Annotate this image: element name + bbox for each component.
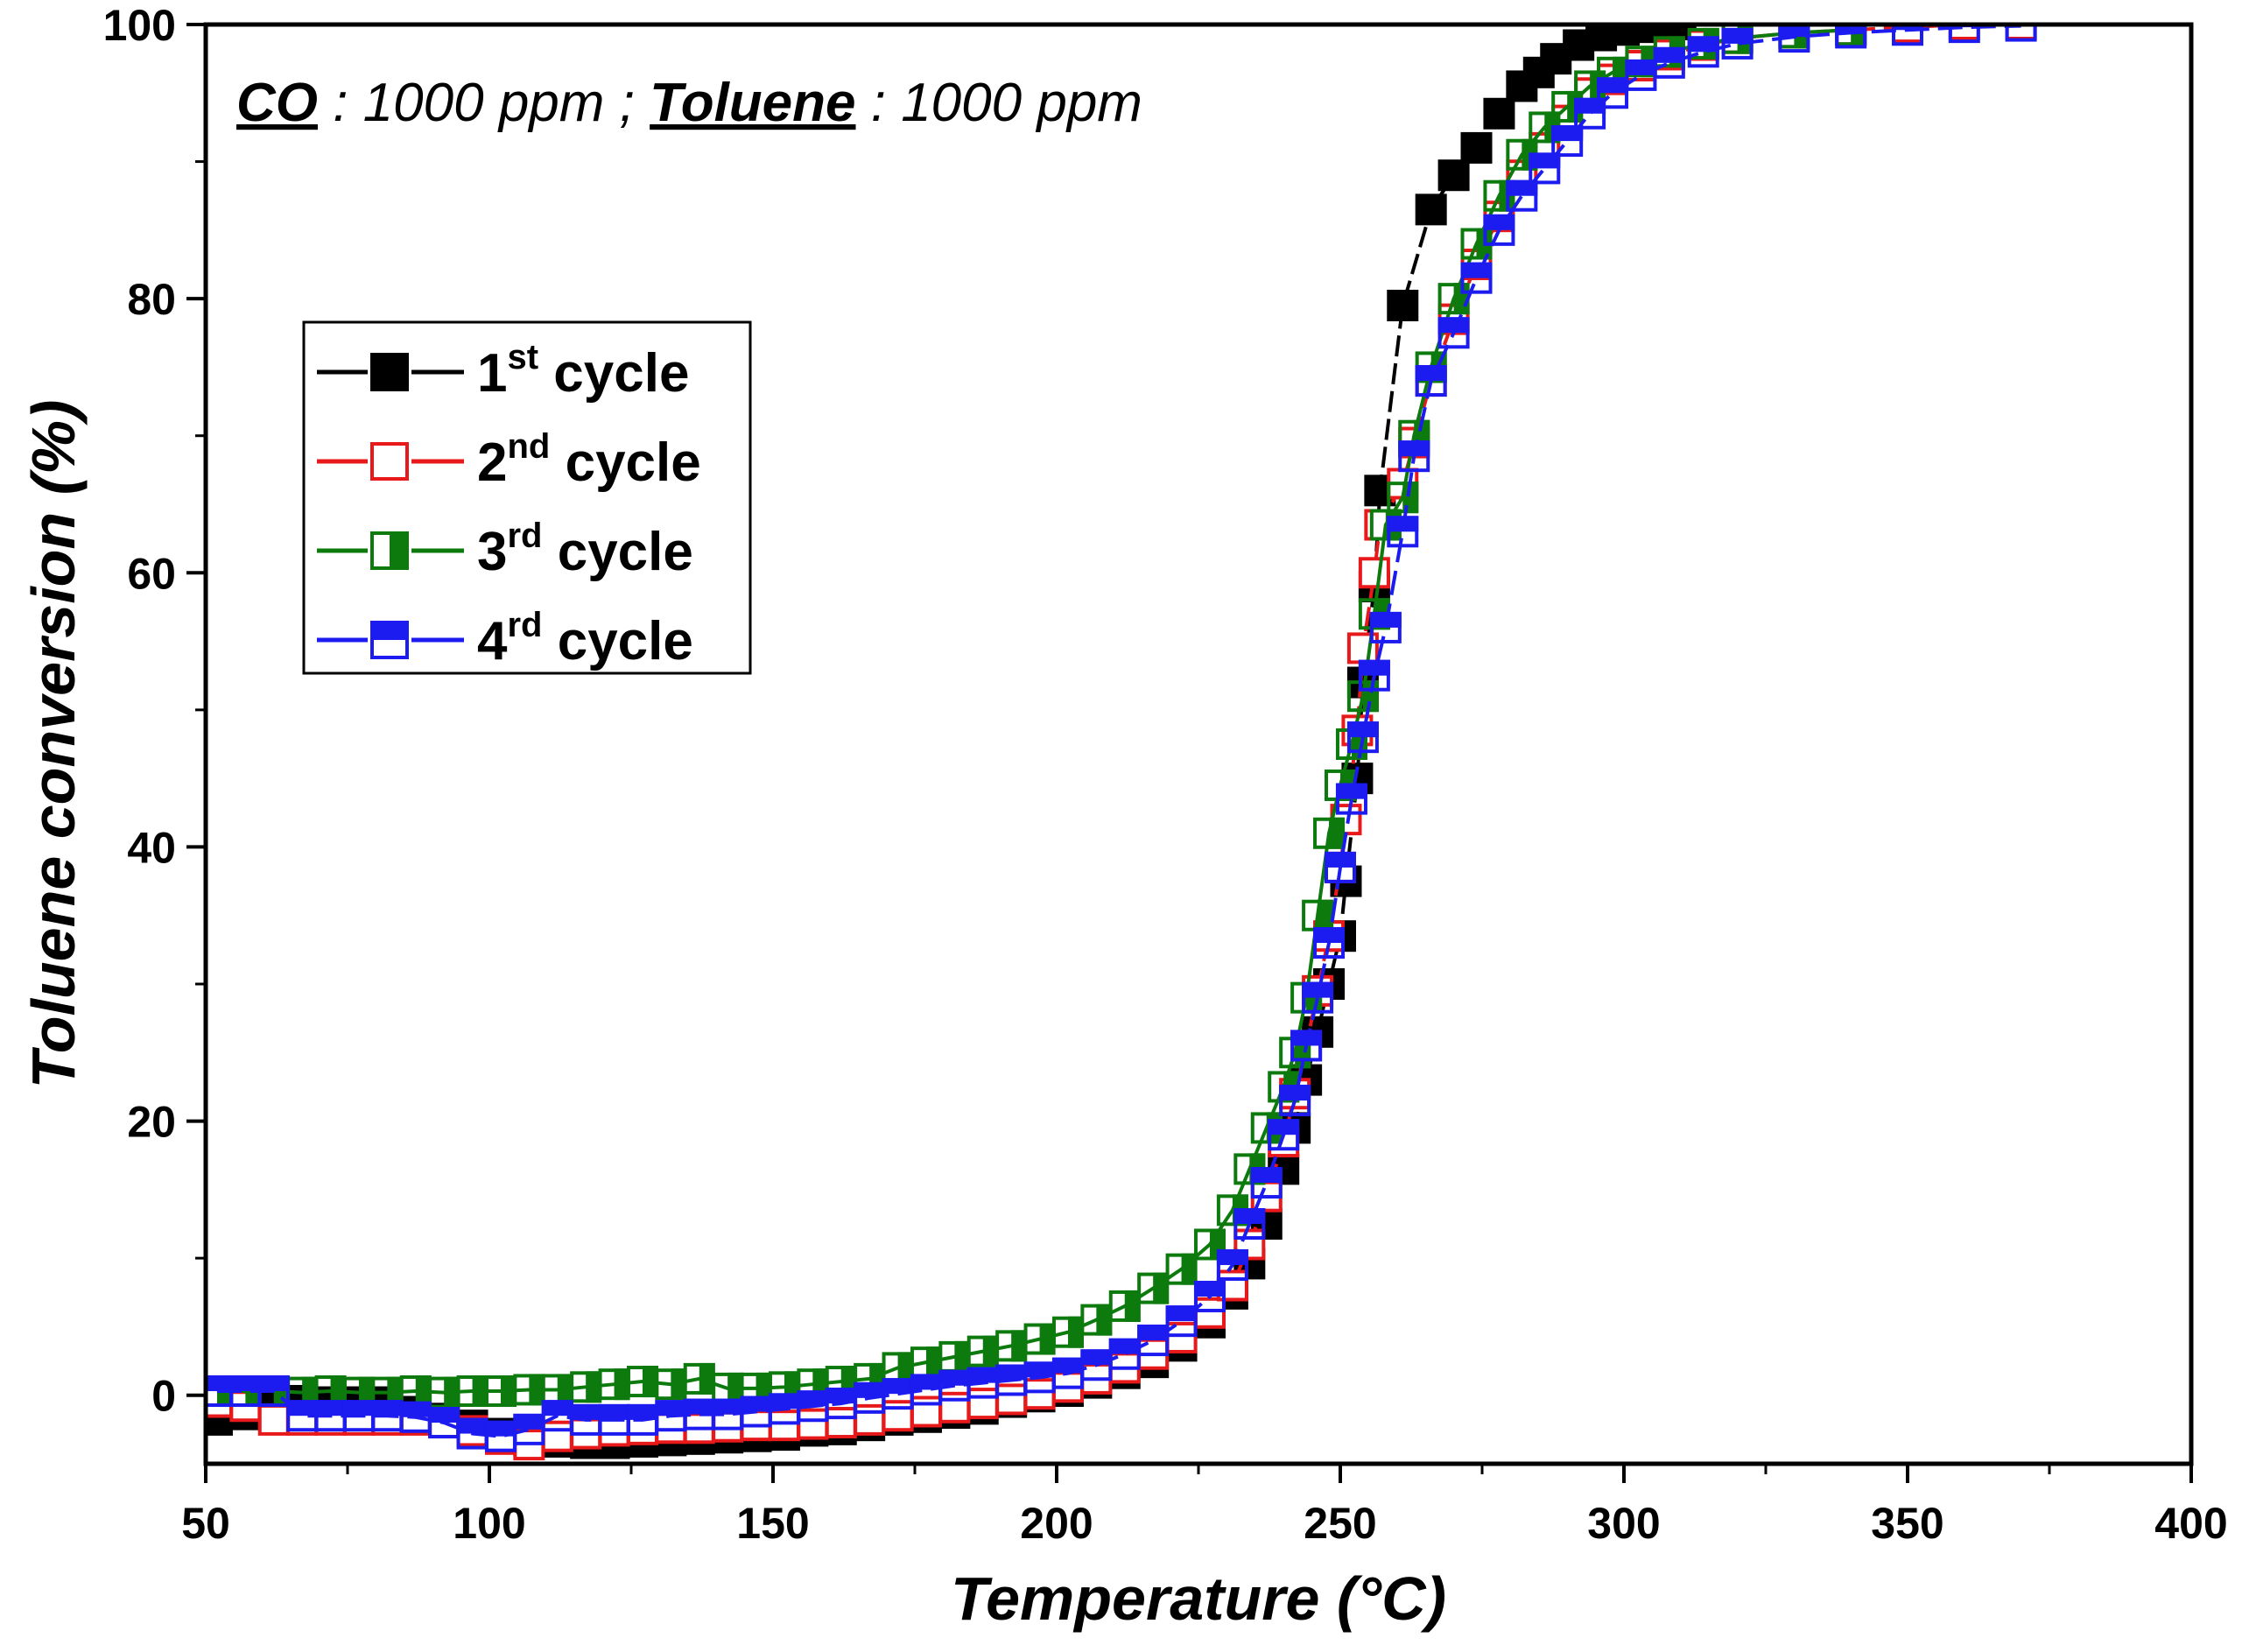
data-point — [1460, 262, 1493, 294]
legend-item: 2nd cycle — [317, 427, 701, 493]
data-point — [854, 1403, 886, 1436]
series-4 — [206, 25, 2037, 1452]
data-point — [1325, 851, 1356, 883]
data-point — [1250, 1167, 1283, 1199]
y-axis-label: Toluene conversion (%) — [19, 400, 88, 1089]
legend-label: 4rd cycle — [477, 606, 693, 671]
axes-layer: 50 100 150 200 250 300 350 400 0 20 40 60 80 100 — [103, 1, 2228, 1548]
legend-label: 1st cycle — [477, 338, 689, 404]
data-point — [1608, 25, 1640, 46]
data-point — [1302, 981, 1334, 1014]
data-point — [1415, 365, 1447, 397]
annotation-co: CO — [236, 73, 318, 133]
data-point — [1369, 611, 1402, 643]
data-point — [1835, 25, 1867, 49]
data-point — [1415, 193, 1447, 226]
data-point — [1387, 289, 1419, 321]
data-point — [1358, 557, 1390, 589]
data-point — [1165, 1305, 1198, 1338]
data-point — [1358, 659, 1390, 692]
data-point — [1892, 25, 1923, 46]
x-tick-label: 50 — [181, 1499, 230, 1548]
data-point — [1460, 131, 1493, 164]
data-point — [797, 1408, 829, 1440]
x-tick-label: 200 — [1020, 1499, 1093, 1548]
data-point — [257, 1375, 290, 1408]
legend-label: 3rd cycle — [477, 517, 693, 582]
legend-marker — [370, 531, 409, 570]
legend-marker — [370, 442, 409, 481]
legend-item: 1st cycle — [317, 338, 689, 404]
data-point — [966, 1388, 999, 1420]
y-tick-label: 40 — [127, 823, 176, 872]
legend-marker — [370, 621, 409, 659]
data-point — [1279, 1085, 1311, 1117]
data-point — [1335, 783, 1367, 815]
y-tick-label: 100 — [103, 1, 176, 50]
data-point — [1165, 1253, 1198, 1285]
data-point — [1398, 440, 1430, 473]
data-point — [1387, 516, 1419, 548]
x-tick-label: 150 — [736, 1499, 809, 1548]
data-point — [1687, 36, 1719, 68]
annotation-toluene-value: : 1000 ppm — [856, 73, 1142, 133]
x-axis-label: Temperature (°C) — [951, 1564, 1446, 1633]
y-tick-label: 60 — [127, 549, 176, 598]
x-tick-label: 350 — [1871, 1499, 1943, 1548]
x-tick-label: 300 — [1587, 1499, 1660, 1548]
annotation-toluene: Toluene — [650, 73, 855, 133]
data-point — [1313, 817, 1346, 849]
data-point — [1108, 1290, 1141, 1322]
data-point — [1721, 27, 1754, 60]
x-tick-label: 400 — [2154, 1499, 2227, 1548]
data-point — [1313, 927, 1346, 960]
x-tick-label: 100 — [453, 1499, 525, 1548]
data-point — [1437, 317, 1470, 349]
data-point — [1483, 214, 1515, 246]
data-point — [768, 1409, 800, 1442]
data-point — [257, 1403, 290, 1436]
legend-item: 3rd cycle — [317, 517, 693, 582]
data-point — [882, 1400, 914, 1432]
data-point — [1023, 1378, 1056, 1410]
data-point — [541, 1420, 573, 1452]
legend: 1st cycle 2nd cycle 3rd cycle 4rd cycle — [317, 338, 701, 671]
data-point — [1137, 1272, 1170, 1304]
data-point — [1597, 77, 1629, 109]
series-layer — [206, 25, 2037, 1461]
data-point — [1483, 97, 1515, 130]
data-point — [1346, 632, 1379, 664]
data-point — [938, 1391, 971, 1424]
data-point — [825, 1407, 857, 1439]
data-point — [910, 1395, 942, 1428]
y-tick-label: 0 — [151, 1372, 176, 1421]
data-point — [1290, 1030, 1323, 1062]
data-point — [1233, 1208, 1266, 1240]
data-point — [1137, 1325, 1170, 1357]
legend-marker — [370, 353, 409, 391]
data-point — [1193, 1280, 1226, 1312]
legend-item: 4rd cycle — [317, 606, 693, 671]
data-point — [995, 1383, 1028, 1416]
y-tick-label: 20 — [127, 1098, 176, 1147]
data-point — [1216, 1248, 1248, 1281]
data-point — [1437, 159, 1470, 192]
data-point — [1653, 46, 1685, 79]
legend-label: 2nd cycle — [477, 427, 701, 493]
conditions-annotation: CO : 1000 ppm ; Toluene : 1000 ppm — [236, 73, 1142, 133]
annotation-co-value: : 1000 ppm ; — [318, 73, 650, 133]
data-point — [1778, 25, 1810, 53]
x-tick-label: 250 — [1304, 1499, 1376, 1548]
data-point — [1346, 721, 1379, 754]
y-tick-label: 80 — [127, 275, 176, 324]
data-point — [1268, 1119, 1300, 1151]
